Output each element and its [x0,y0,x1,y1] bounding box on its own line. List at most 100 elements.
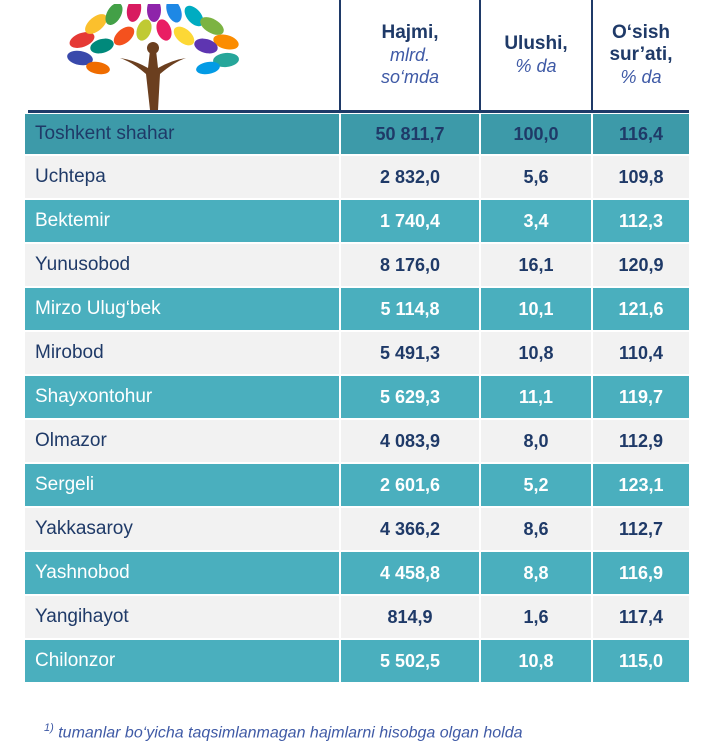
cell-background [593,552,689,594]
volume-cell: 8 176,0 [379,254,441,275]
share-cell: 5,2 [523,474,549,495]
volume-cell: 2 601,6 [379,474,441,495]
volume-cell: 5 114,8 [380,298,440,319]
cell-background [25,376,339,418]
cell-background [481,332,591,374]
cell-background [25,288,339,330]
table-row: Yakkasaroy 4 366,2 8,6 112,7 [25,507,689,551]
district-name: Yakkasaroy [35,518,133,539]
footnote-marker: 1) [44,722,54,734]
header-growth-title2: sur’ati, [609,44,673,65]
district-name: Chilonzor [35,650,116,671]
header-divider [339,0,341,110]
share-cell: 11,1 [518,386,554,407]
share-cell: 100,0 [513,123,559,144]
district-name: Mirzo Ulug‘bek [35,298,161,319]
table-row: Yunusobod 8 176,0 16,1 120,9 [25,243,689,287]
volume-cell: 4 458,8 [379,562,441,583]
cell-background [341,552,479,594]
cell-background [593,156,689,198]
growth-cell: 123,1 [618,474,664,495]
cell-background [25,508,339,550]
tree-logo-icon [67,4,239,110]
cell-background [593,288,689,330]
share-cell: 10,8 [518,650,554,671]
cell-background [25,552,339,594]
header-volume-unit2: so‘mda [380,67,440,87]
cell-background [341,640,479,682]
cell-background [341,464,479,506]
growth-cell: 116,9 [618,562,664,583]
cell-background [341,376,479,418]
growth-cell: 121,6 [618,298,664,319]
cell-background [341,420,479,462]
share-cell: 8,0 [523,430,549,451]
cell-background [593,640,689,682]
cell-background [481,596,591,638]
growth-cell: 112,9 [618,430,664,451]
cell-background [25,640,339,682]
share-cell: 10,1 [518,298,554,319]
cell-background [593,376,689,418]
volume-cell: 50 811,7 [375,123,445,144]
header-growth: O‘sish sur’ati, % da [593,0,689,110]
cell-background [481,552,591,594]
cell-background [481,376,591,418]
header-growth-unit: % da [620,67,662,87]
cell-background [25,596,339,638]
data-table: Toshkent shahar 50 811,7 100,0 116,4 Uchtepa… [25,113,689,683]
header-volume: Hajmi, mlrd. so‘mda [341,0,479,110]
cell-background [481,420,591,462]
district-name: Shayxontohur [35,386,153,407]
header-volume-unit1: mlrd. [390,45,430,65]
cell-background [341,200,479,242]
growth-cell: 116,4 [618,123,664,144]
header-share-title: Ulushi, [504,33,568,54]
cell-background [481,156,591,198]
cell-background [481,464,591,506]
cell-background [341,244,479,286]
volume-cell: 5 491,3 [379,342,441,363]
volume-cell: 1 740,4 [379,210,441,231]
cell-background [593,464,689,506]
header-growth-title1: O‘sish [611,22,671,43]
table-row: Bektemir 1 740,4 3,4 112,3 [25,199,689,243]
cell-background [481,640,591,682]
growth-cell: 117,4 [618,606,664,627]
cell-background [341,114,479,154]
cell-background [341,596,479,638]
header-share: Ulushi, % da [481,0,591,110]
cell-background [593,596,689,638]
district-name: Mirobod [35,342,104,363]
footnote-text: tumanlar bo‘yicha taqsimlanmagan hajmlar… [53,724,523,742]
volume-cell: 4 366,2 [379,518,441,539]
cell-background [593,114,689,154]
table-row: Toshkent shahar 50 811,7 100,0 116,4 [25,113,689,155]
district-name: Olmazor [35,430,107,451]
table-row: Mirzo Ulug‘bek 5 114,8 10,1 121,6 [25,287,689,331]
cell-background [25,156,339,198]
table-row: Chilonzor 5 502,5 10,8 115,0 [25,639,689,683]
growth-cell: 110,4 [618,342,664,363]
cell-background [481,114,591,154]
cell-background [341,156,479,198]
table-row: Uchtepa 2 832,0 5,6 109,8 [25,155,689,199]
growth-cell: 112,3 [618,210,664,231]
share-cell: 8,8 [523,562,549,583]
district-name: Yashnobod [35,562,130,583]
table-row: Olmazor 4 083,9 8,0 112,9 [25,419,689,463]
district-name: Bektemir [35,210,110,231]
growth-cell: 120,9 [618,254,664,275]
share-cell: 5,6 [523,166,549,187]
cell-background [593,508,689,550]
cell-background [593,200,689,242]
cell-background [25,200,339,242]
cell-background [593,244,689,286]
volume-cell: 5 629,3 [379,386,441,407]
volume-cell: 814,9 [387,606,433,627]
district-name: Yangihayot [35,606,129,627]
district-name: Toshkent shahar [35,123,175,144]
cell-background [593,420,689,462]
table-row: Mirobod 5 491,3 10,8 110,4 [25,331,689,375]
cell-background [593,332,689,374]
